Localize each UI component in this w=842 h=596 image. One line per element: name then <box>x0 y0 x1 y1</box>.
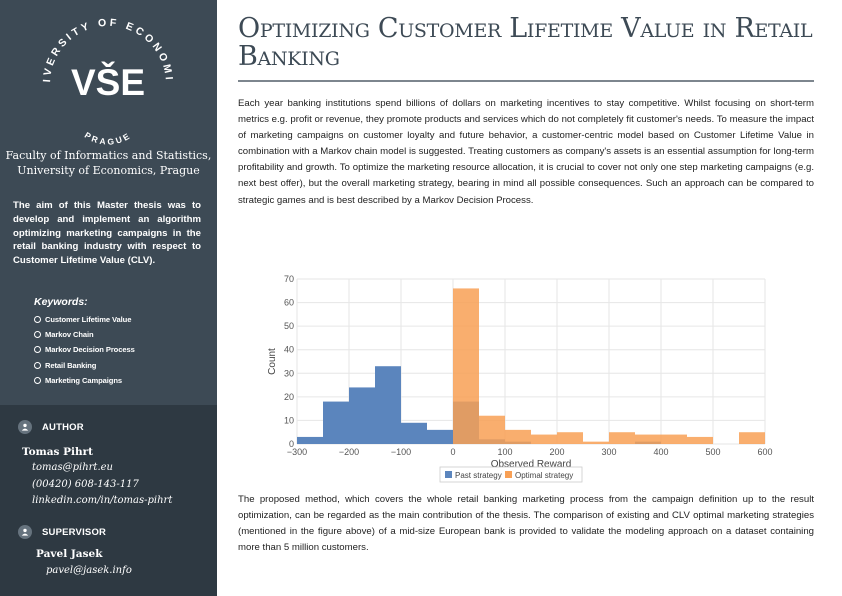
x-tick-label: 600 <box>757 447 772 457</box>
conclusion-paragraph: The proposed method, which covers the wh… <box>238 494 814 554</box>
gear-icon <box>34 376 41 384</box>
y-tick-label: 50 <box>284 321 294 331</box>
optimal-strategy-bar <box>557 432 583 444</box>
person-icon <box>18 525 32 539</box>
author-heading-label: AUTHOR <box>42 421 84 433</box>
y-tick-label: 30 <box>284 368 294 378</box>
y-axis-title: Count <box>267 348 278 375</box>
supervisor-heading-label: SUPERVISOR <box>42 526 107 538</box>
legend-swatch <box>505 471 512 478</box>
supervisor-email-link[interactable]: pavel@jasek.info <box>46 565 132 576</box>
keyword-item: Markov Chain <box>34 327 135 342</box>
optimal-strategy-bar <box>479 415 505 444</box>
page-title: Optimizing Customer Lifetime Value in Re… <box>238 13 813 72</box>
x-tick-label: 500 <box>705 447 720 457</box>
author-linkedin-link[interactable]: linkedin.com/in/tomas-pihrt <box>32 495 173 506</box>
x-tick-label: 200 <box>549 447 564 457</box>
past-strategy-bar <box>297 436 323 444</box>
keywords-list: Customer Lifetime Value Markov Chain Mar… <box>34 312 135 388</box>
gear-icon <box>34 346 41 354</box>
faculty-line: Faculty of Informatics and Statistics, <box>5 149 212 162</box>
intro-paragraph: Each year banking institutions spend bil… <box>238 98 814 206</box>
x-tick-label: −100 <box>391 447 411 457</box>
reward-histogram: 0 10 20 30 40 50 60 70 −300 −200 −100 0 100 200 300 400… <box>267 274 773 483</box>
gear-icon <box>34 316 41 323</box>
university-logo: UNIVERSITY OF ECONOMICS PRAGUE VŠE <box>0 0 172 145</box>
people-panel: AUTHOR Tomas Pihrt tomas@pihrt.eu (00420… <box>0 405 217 596</box>
optimal-strategy-bar <box>609 432 635 444</box>
author-email-link[interactable]: tomas@pihrt.eu <box>32 462 113 473</box>
optimal-strategy-bar <box>583 441 609 444</box>
x-tick-label: −300 <box>287 447 307 457</box>
y-tick-label: 60 <box>284 298 294 308</box>
x-axis-title: Observed Reward <box>491 459 572 470</box>
logo-mark: VŠE <box>71 61 145 103</box>
author-heading: AUTHOR <box>18 419 84 435</box>
gear-icon <box>34 331 41 339</box>
y-tick-label: 70 <box>284 274 294 284</box>
past-strategy-bar <box>375 366 401 444</box>
y-tick-label: 40 <box>284 345 294 355</box>
keyword-label: Markov Decision Process <box>45 345 135 355</box>
optimal-strategy-bar <box>635 434 661 444</box>
keyword-item: Retail Banking <box>34 358 135 373</box>
author-name: Tomas Pihrt <box>22 446 93 458</box>
keyword-label: Markov Chain <box>45 330 94 340</box>
past-strategy-bar <box>323 401 349 444</box>
keywords-title: Keywords: <box>34 296 88 308</box>
thesis-aim: The aim of this Master thesis was to dev… <box>13 200 201 267</box>
y-tick-label: 10 <box>284 415 294 425</box>
logo-city-text: PRAGUE <box>83 130 131 145</box>
past-strategy-bar <box>401 422 427 444</box>
optimal-strategy-bar <box>531 434 557 444</box>
x-tick-label: 0 <box>450 447 455 457</box>
title-divider <box>238 80 814 82</box>
past-strategy-bar <box>349 387 375 444</box>
supervisor-name: Pavel Jasek <box>36 548 103 560</box>
person-icon <box>18 420 32 434</box>
gear-icon <box>34 361 41 369</box>
sidebar: UNIVERSITY OF ECONOMICS PRAGUE VŠE Facul… <box>0 0 217 596</box>
past-strategy-bar <box>427 429 453 444</box>
legend-label: Past strategy <box>455 471 502 480</box>
svg-text:PRAGUE: PRAGUE <box>83 130 133 145</box>
legend-label: Optimal strategy <box>515 471 573 480</box>
x-tick-label: 300 <box>601 447 616 457</box>
optimal-strategy-bar <box>661 434 687 444</box>
keyword-label: Marketing Campaigns <box>45 375 123 385</box>
supervisor-heading: SUPERVISOR <box>18 524 106 540</box>
y-tick-label: 0 <box>289 439 294 449</box>
keyword-item: Marketing Campaigns <box>34 373 135 388</box>
optimal-strategy-bar <box>505 429 531 444</box>
faculty-name: Faculty of Informatics and Statistics, U… <box>0 148 217 178</box>
optimal-strategy-bar <box>687 436 713 444</box>
keyword-label: Customer Lifetime Value <box>45 315 132 324</box>
optimal-strategy-bar <box>739 432 765 444</box>
y-tick-label: 20 <box>284 392 294 402</box>
x-tick-label: 400 <box>653 447 668 457</box>
author-phone: (00420) 608-143-117 <box>32 479 139 490</box>
legend-swatch <box>445 471 452 478</box>
x-tick-label: 100 <box>497 447 512 457</box>
keyword-label: Retail Banking <box>45 360 97 370</box>
faculty-line: University of Economics, Prague <box>17 164 200 177</box>
x-tick-label: −200 <box>339 447 359 457</box>
optimal-strategy-bar <box>453 288 479 444</box>
keyword-item: Customer Lifetime Value <box>34 312 135 327</box>
keyword-item: Markov Decision Process <box>34 342 135 357</box>
